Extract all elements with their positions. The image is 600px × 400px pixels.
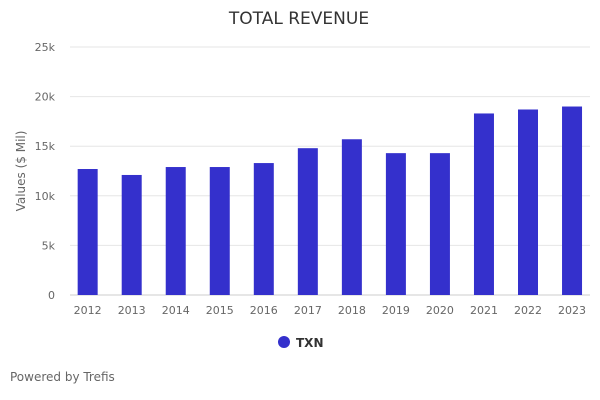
bar-2023[interactable] — [562, 106, 583, 296]
bar-2018[interactable] — [341, 139, 362, 295]
x-tick-label: 2015 — [206, 304, 234, 317]
x-tick-label: 2020 — [426, 304, 454, 317]
y-tick-label: 20k — [35, 91, 56, 104]
x-tick-label: 2019 — [382, 304, 410, 317]
x-tick-label: 2012 — [74, 304, 102, 317]
y-axis-label: Values ($ Mil) — [14, 131, 28, 212]
x-tick-label: 2023 — [558, 304, 586, 317]
x-tick-label: 2016 — [250, 304, 278, 317]
bar-2020[interactable] — [429, 153, 450, 295]
x-tick-label: 2018 — [338, 304, 366, 317]
bar-2012[interactable] — [77, 169, 98, 295]
x-tick-label: 2014 — [162, 304, 190, 317]
bar-2022[interactable] — [518, 109, 538, 295]
legend-label: TXN — [296, 336, 323, 350]
legend-marker — [278, 336, 290, 348]
bar-2019[interactable] — [385, 153, 406, 295]
x-tick-label: 2013 — [118, 304, 146, 317]
y-tick-label: 15k — [35, 140, 56, 153]
powered-by-text: Powered by Trefis — [10, 370, 115, 384]
y-tick-label: 5k — [42, 239, 56, 252]
y-tick-label: 10k — [35, 190, 56, 203]
x-tick-label: 2022 — [514, 304, 542, 317]
x-tick-label: 2017 — [294, 304, 322, 317]
bar-2017[interactable] — [297, 148, 318, 295]
legend[interactable]: TXN — [278, 336, 323, 350]
bar-2016[interactable] — [253, 163, 274, 295]
y-tick-label: 0 — [48, 289, 55, 302]
bar-2013[interactable] — [121, 174, 142, 295]
bar-2021[interactable] — [473, 113, 494, 296]
x-tick-label: 2021 — [470, 304, 498, 317]
chart-title: TOTAL REVENUE — [228, 9, 369, 29]
bar-2015[interactable] — [209, 167, 230, 295]
y-tick-label: 25k — [35, 41, 56, 54]
bar-2014[interactable] — [165, 167, 186, 295]
